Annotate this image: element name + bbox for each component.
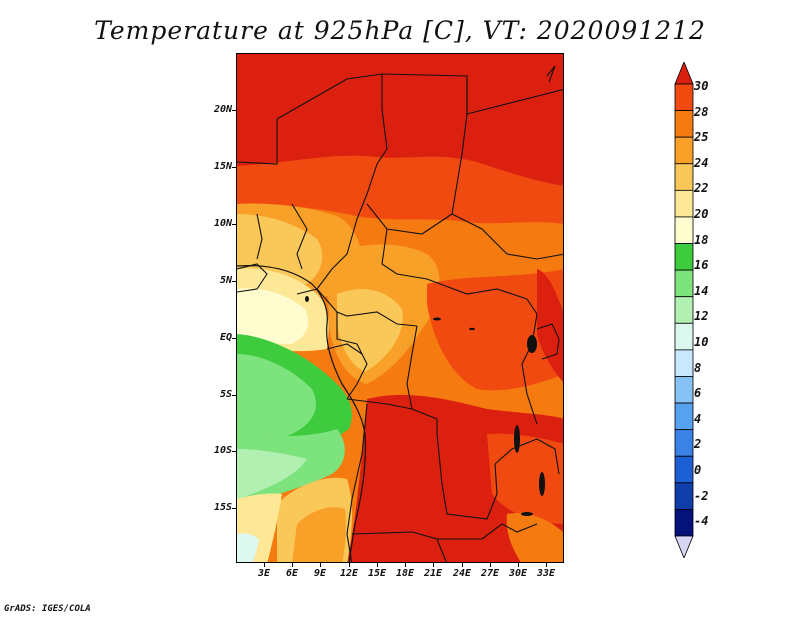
lon-tick: [264, 563, 265, 567]
colorbar-swatch: [674, 110, 694, 138]
colorbar-label: 16: [694, 258, 709, 272]
lon-label-24e: 24E: [452, 568, 472, 579]
colorbar-swatch: [674, 83, 694, 111]
lon-tick: [433, 563, 434, 567]
lat-tick: [232, 338, 236, 339]
colorbar-swatch: [674, 429, 694, 457]
colorbar-swatch: [674, 509, 694, 537]
lat-label-5s: 5S: [219, 389, 232, 400]
credit-text: GrADS: IGES/COLA: [4, 604, 91, 614]
lon-label-21e: 21E: [423, 568, 443, 579]
colorbar-swatch: [674, 349, 694, 377]
colorbar-swatch: [674, 60, 694, 85]
lakes: [305, 296, 545, 516]
lat-label-eq: EQ: [219, 332, 232, 343]
lat-tick: [232, 451, 236, 452]
colorbar-label: 2: [694, 437, 702, 451]
lat-label-15n: 15N: [213, 161, 232, 172]
colorbar-label: 18: [694, 233, 709, 247]
colorbar-label: 24: [694, 156, 709, 170]
colorbar-label: 14: [694, 284, 709, 298]
lon-label-6e: 6E: [285, 568, 299, 579]
colorbar-swatch: [674, 402, 694, 431]
lat-tick: [232, 110, 236, 111]
colorbar-label: -4: [694, 514, 709, 528]
lat-tick: [232, 508, 236, 509]
lon-tick: [518, 563, 519, 567]
lon-tick: [405, 563, 406, 567]
lat-tick: [232, 395, 236, 396]
lon-label-12e: 12E: [339, 568, 359, 579]
lon-tick: [349, 563, 350, 567]
colorbar-swatch: [674, 455, 694, 484]
colorbar-label: 0: [694, 463, 702, 477]
colorbar-swatch: [674, 322, 694, 351]
colorbar-swatch: [674, 243, 694, 271]
lat-label-5n: 5N: [219, 275, 232, 286]
lat-label-10s: 10S: [213, 445, 232, 456]
map-title: Temperature at 925hPa [C], VT: 202009121…: [94, 16, 706, 45]
lat-label-20n: 20N: [213, 104, 232, 115]
colorbar-swatch: [674, 136, 694, 165]
lon-label-3e: 3E: [257, 568, 271, 579]
colorbar-swatch: [674, 296, 694, 324]
colorbar-label: 6: [694, 386, 702, 400]
colorbar-label: 10: [694, 335, 709, 349]
lon-tick: [377, 563, 378, 567]
colorbar-label: 12: [694, 309, 709, 323]
colorbar: [674, 60, 694, 562]
lat-tick: [232, 224, 236, 225]
lat-label-10n: 10N: [213, 218, 232, 229]
lon-tick: [320, 563, 321, 567]
lon-label-15e: 15E: [367, 568, 387, 579]
colorbar-label: 22: [694, 181, 709, 195]
lat-tick: [232, 167, 236, 168]
lat-label-15s: 15S: [213, 502, 232, 513]
colorbar-label: 4: [694, 412, 702, 426]
colorbar-swatches: [674, 60, 694, 560]
lon-label-33e: 33E: [536, 568, 556, 579]
colorbar-swatch: [674, 269, 694, 298]
lon-tick: [546, 563, 547, 567]
colorbar-swatch: [674, 163, 694, 191]
colorbar-label: 20: [694, 207, 709, 221]
colorbar-swatch: [674, 189, 694, 218]
colorbar-label: 28: [694, 105, 709, 119]
colorbar-swatch: [674, 535, 694, 560]
colorbar-label: 30: [694, 79, 709, 93]
lon-tick: [490, 563, 491, 567]
lon-label-9e: 9E: [313, 568, 327, 579]
colorbar-swatch: [674, 482, 694, 510]
colorbar-label: 8: [694, 361, 702, 375]
lon-tick: [462, 563, 463, 567]
colorbar-swatch: [674, 216, 694, 244]
colorbar-swatch: [674, 376, 694, 404]
temperature-map: [236, 53, 564, 563]
temperature-field: [237, 54, 563, 562]
lon-label-27e: 27E: [480, 568, 500, 579]
country-borders: [237, 65, 563, 562]
lon-label-30e: 30E: [508, 568, 528, 579]
lon-label-18e: 18E: [395, 568, 415, 579]
colorbar-label: -2: [694, 489, 709, 503]
colorbar-label: 25: [694, 130, 709, 144]
lon-tick: [292, 563, 293, 567]
coastline: [237, 264, 366, 562]
lat-tick: [232, 281, 236, 282]
